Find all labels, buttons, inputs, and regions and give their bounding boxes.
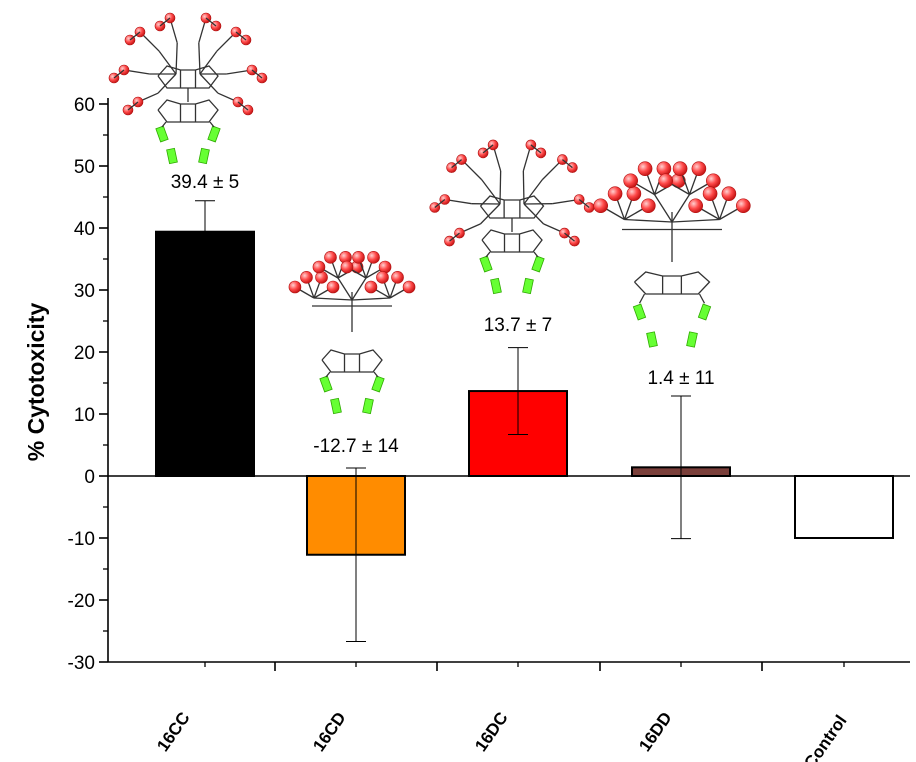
- data-label-16dd: 1.4 ± 11: [647, 368, 714, 389]
- bar-16cc: [155, 230, 255, 477]
- dendrimer-structures: [108, 12, 751, 415]
- dendrimer-16dd-icon: [593, 161, 751, 348]
- dendrimer-16cd-icon: [288, 251, 416, 415]
- y-tick-label: -10: [68, 529, 95, 550]
- y-tick-label: 20: [74, 343, 95, 364]
- y-tick-label: 40: [74, 219, 95, 240]
- error-bar-16cd: [346, 467, 366, 643]
- data-label-16cd: -12.7 ± 14: [313, 436, 399, 457]
- data-label-16dc: 13.7 ± 7: [484, 315, 553, 336]
- y-tick-label: 30: [74, 281, 95, 302]
- x-category-label: 16DC: [471, 709, 511, 756]
- data-label-16cc: 39.4 ± 5: [171, 172, 240, 193]
- y-axis-label: % Cytotoxicity: [23, 303, 49, 462]
- y-tick-label: 10: [74, 405, 95, 426]
- x-category-label: 16CC: [153, 709, 193, 756]
- x-category-label: 16DD: [635, 709, 675, 756]
- error-bars: [195, 200, 691, 643]
- y-tick-label: 50: [74, 157, 95, 178]
- bar-control: [794, 475, 894, 539]
- error-bar-16dc: [508, 347, 528, 435]
- y-tick-label: -30: [68, 653, 95, 674]
- error-bar-16cc: [195, 200, 215, 264]
- y-tick-label: -20: [68, 591, 95, 612]
- y-tick-label: 0: [84, 467, 95, 488]
- x-category-label: 16CD: [309, 709, 349, 756]
- bars: [155, 230, 894, 556]
- y-tick-label: 60: [74, 95, 95, 116]
- dendrimer-16cc-icon: [108, 12, 268, 165]
- dendrimer-16dc-icon: [429, 139, 595, 295]
- error-bar-16dd: [671, 395, 691, 540]
- x-category-label: Control: [800, 712, 850, 762]
